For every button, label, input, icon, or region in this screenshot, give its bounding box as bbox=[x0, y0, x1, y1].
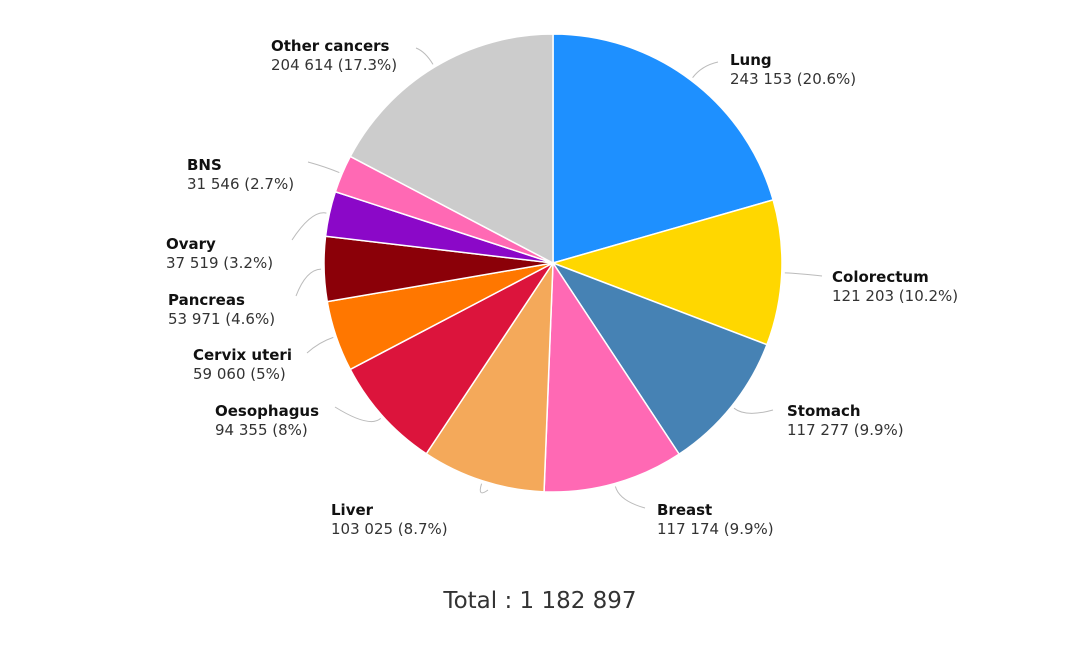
slices-layer bbox=[323, 33, 783, 493]
pie-slice-other-cancers bbox=[349, 33, 554, 265]
leader-line bbox=[307, 161, 340, 174]
slice-label-name: Ovary bbox=[166, 235, 216, 253]
leader-line bbox=[334, 406, 382, 422]
slice-label-name: Lung bbox=[730, 51, 772, 69]
slice-label-name: Pancreas bbox=[168, 291, 245, 309]
slice-label-name: BNS bbox=[187, 156, 222, 174]
slice-label-value: 243 153 (20.6%) bbox=[730, 70, 856, 88]
leader-line bbox=[614, 486, 646, 509]
leader-line bbox=[415, 47, 434, 65]
pie-slice-stomach bbox=[551, 261, 768, 456]
leader-line bbox=[784, 272, 823, 277]
pie-slice-lung bbox=[552, 33, 775, 264]
leader-lines-layer bbox=[291, 47, 823, 509]
slice-label-name: Cervix uteri bbox=[193, 346, 292, 364]
slice-label-name: Colorectum bbox=[832, 268, 929, 286]
slice-label-value: 117 174 (9.9%) bbox=[657, 520, 774, 538]
slice-label-name: Other cancers bbox=[271, 37, 390, 55]
slice-label-value: 117 277 (9.9%) bbox=[787, 421, 904, 439]
leader-line bbox=[733, 407, 774, 414]
slice-label-value: 204 614 (17.3%) bbox=[271, 56, 397, 74]
slice-label-value: 53 971 (4.6%) bbox=[168, 310, 275, 328]
leader-line bbox=[295, 268, 322, 297]
slice-label-value: 121 203 (10.2%) bbox=[832, 287, 958, 305]
slice-label-value: 37 519 (3.2%) bbox=[166, 254, 273, 272]
leader-line bbox=[306, 336, 334, 354]
slice-label-name: Stomach bbox=[787, 402, 861, 420]
slice-label-value: 94 355 (8%) bbox=[215, 421, 308, 439]
pie-slice-colorectum bbox=[550, 198, 783, 346]
leader-line bbox=[692, 61, 719, 79]
slice-label-name: Oesophagus bbox=[215, 402, 319, 420]
pie-slice-liver bbox=[425, 260, 554, 493]
leader-line bbox=[291, 212, 327, 241]
slice-label-value: 31 546 (2.7%) bbox=[187, 175, 294, 193]
pie-slice-oesophagus bbox=[349, 262, 554, 455]
leader-line bbox=[479, 483, 489, 494]
slice-label-name: Liver bbox=[331, 501, 374, 519]
slice-label-name: Breast bbox=[657, 501, 712, 519]
pie-slice-breast bbox=[543, 260, 681, 493]
total-label: Total : 1 182 897 bbox=[443, 588, 637, 614]
slice-label-value: 103 025 (8.7%) bbox=[331, 520, 448, 538]
slice-label-value: 59 060 (5%) bbox=[193, 365, 286, 383]
